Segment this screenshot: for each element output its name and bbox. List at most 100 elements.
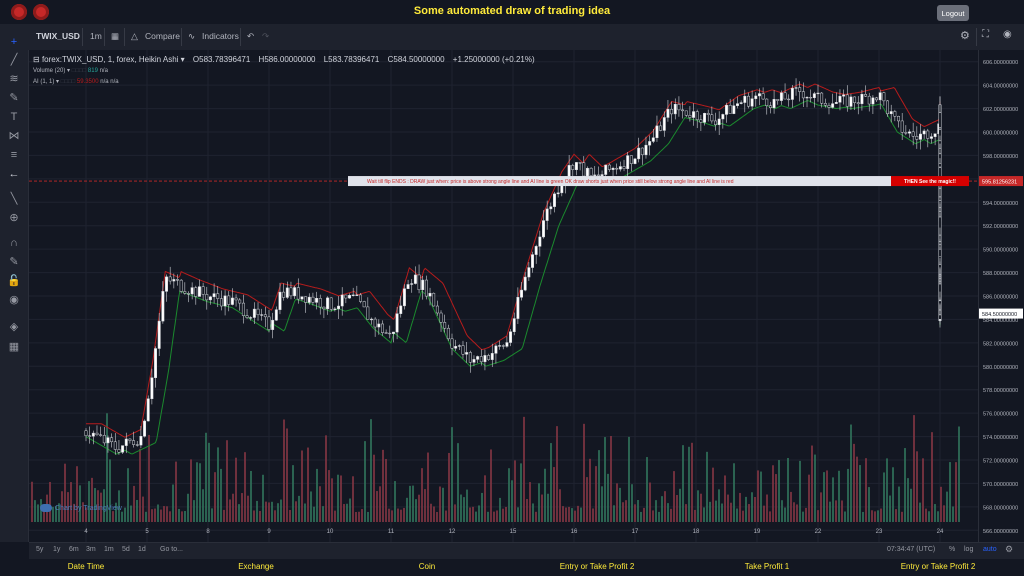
volume-bar [667, 503, 669, 522]
trend-line-icon[interactable]: ╱ [10, 54, 18, 66]
range-6m[interactable]: 6m [69, 546, 79, 553]
price-tick-label: 570.00000000 [983, 482, 1018, 488]
settings-gear-icon[interactable]: ⚙ [960, 30, 970, 42]
volume-bar [610, 436, 612, 522]
price-axis-scale[interactable]: 566.00000000 568.00000000 570.00000000 572.… [979, 50, 1024, 542]
camera-icon[interactable]: ◉ [1003, 29, 1012, 40]
range-1y[interactable]: 1y [53, 546, 61, 553]
volume-bar [373, 454, 375, 522]
auto-toggle[interactable]: auto [983, 546, 997, 553]
candle-body [285, 287, 289, 298]
candle-body [161, 291, 165, 322]
pattern-tool-icon[interactable]: ⋈ [8, 130, 20, 142]
candle-body [930, 136, 933, 139]
volume-bar [532, 503, 534, 522]
fullscreen-icon[interactable]: ⛶ [982, 29, 989, 40]
ruler-icon[interactable]: ╲ [10, 193, 18, 205]
price-tick-label: 598.00000000 [983, 154, 1018, 160]
candles [84, 78, 942, 455]
volume-bar [883, 472, 885, 522]
candle-body [809, 96, 813, 99]
candle-body [648, 141, 652, 146]
text-tool-icon[interactable]: T [10, 111, 18, 123]
measure-tool-icon[interactable]: ≡ [10, 149, 18, 161]
clock-display[interactable]: 07:34:47 (UTC) [887, 546, 936, 553]
goto-button[interactable]: Go to... [160, 546, 183, 553]
range-3m[interactable]: 3m [86, 546, 96, 553]
candle-body [479, 356, 483, 363]
volume-bar [244, 452, 246, 522]
candle-body [249, 317, 253, 319]
volume-bar [358, 511, 360, 522]
candle-body [695, 111, 699, 121]
volume-bar [343, 504, 345, 522]
candle-body [143, 420, 147, 437]
volume-bar [166, 506, 168, 522]
range-5y[interactable]: 5y [36, 546, 44, 553]
eye-icon[interactable]: ◉ [9, 294, 19, 306]
symbol-search-button[interactable]: TWIX_USD [36, 31, 80, 41]
volume-bar [370, 419, 372, 522]
candle-body [926, 130, 930, 139]
volume-bar [319, 486, 321, 522]
candle-body [768, 105, 772, 109]
banner-price-label: 595.81256231 [982, 180, 1017, 186]
trash-icon[interactable]: ▦ [8, 341, 20, 353]
percent-toggle[interactable]: % [949, 546, 956, 553]
candle-body [208, 296, 212, 301]
volume-bar [439, 486, 441, 522]
volume-bar [613, 505, 615, 522]
log-toggle[interactable]: log [964, 546, 974, 553]
volume-bar [898, 486, 900, 522]
range-5d[interactable]: 5d [122, 546, 130, 553]
indicators-button[interactable]: Indicators [202, 31, 239, 41]
brush-icon[interactable]: ✎ [9, 92, 19, 104]
candle-body [849, 96, 853, 107]
collapse-icon[interactable]: ⊟ [33, 55, 40, 64]
logout-button[interactable]: Logout [937, 5, 969, 21]
volume-bar [733, 463, 735, 522]
volume-bar [844, 511, 846, 522]
candle-body [725, 104, 728, 115]
range-1m[interactable]: 1m [104, 546, 114, 553]
range-1d[interactable]: 1d [138, 546, 146, 553]
compare-button[interactable]: Compare [145, 31, 180, 41]
volume-bar [277, 503, 279, 522]
undo-icon[interactable]: ↶ [247, 31, 255, 41]
chart-toolbar: TWIX_USD 1m ▦ △ Compare ∿ Indicators ↶ ↷… [0, 24, 1024, 51]
series-name[interactable]: forex:TWIX_USD, 1, forex, Heikin Ashi [41, 55, 179, 64]
fib-tool-icon[interactable]: ≋ [9, 73, 19, 85]
magnet-icon[interactable]: ∩ [10, 237, 18, 249]
price-chart[interactable]: 4 5 8 9 10 11 12 15 16 17 18 19 22 23 24 Wait till flip… [29, 50, 978, 542]
volume-bar [31, 481, 33, 522]
volume-study-name[interactable]: Volume (20) [33, 68, 66, 74]
time-tick-label: 11 [388, 529, 395, 535]
axis-settings-gear-icon[interactable]: ⚙ [1005, 544, 1014, 554]
candle-body [428, 292, 432, 297]
redo-icon[interactable]: ↷ [262, 31, 270, 41]
volume-bar [517, 507, 519, 522]
interval-button[interactable]: 1m [90, 31, 102, 41]
ai-study-name[interactable]: AI (1, 1) [33, 79, 55, 85]
price-axis[interactable]: 566.00000000 568.00000000 570.00000000 572.… [978, 50, 1024, 542]
volume-bar [352, 476, 354, 522]
tradingview-watermark[interactable]: Chart by TradingView [40, 504, 122, 512]
candle-body [721, 114, 725, 120]
volume-bar [73, 503, 75, 522]
layers-icon[interactable]: ◈ [9, 321, 19, 333]
chart-pane[interactable]: 4 5 8 9 10 11 12 15 16 17 18 19 22 23 24 Wait till flip… [29, 50, 978, 542]
dropdown-caret-icon[interactable]: ▾ [180, 55, 185, 64]
lock-icon[interactable]: 🔓 [7, 275, 21, 287]
volume-bar [706, 451, 708, 522]
volume-bar [157, 504, 159, 522]
volume-bar [115, 502, 117, 522]
candle-body [585, 167, 589, 177]
volume-bar [496, 510, 498, 522]
candle-body [450, 338, 454, 349]
lock-drawings-icon[interactable]: ✎ [9, 256, 19, 268]
crosshair-icon[interactable]: + [10, 36, 18, 48]
chart-type-icon[interactable]: ▦ [111, 31, 120, 41]
arrow-left-icon[interactable]: ← [8, 168, 20, 180]
zoom-in-icon[interactable]: ⊕ [9, 212, 19, 224]
volume-bar [394, 481, 396, 522]
